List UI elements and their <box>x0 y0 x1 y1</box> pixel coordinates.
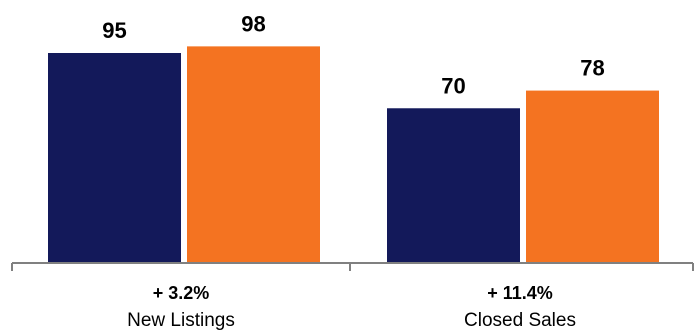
bar-1-1 <box>48 53 181 263</box>
bars-layer <box>48 46 659 264</box>
value-label-1-1: 95 <box>102 18 126 43</box>
category-labels-layer: + 3.2% New Listings + 11.4% Closed Sales <box>127 283 576 331</box>
change-label-2: + 11.4% <box>487 283 553 303</box>
value-labels-layer: 95 98 70 78 <box>102 11 604 98</box>
value-label-2-2: 78 <box>580 56 604 81</box>
x-axis <box>11 262 694 271</box>
category-label-2: Closed Sales <box>464 310 576 331</box>
value-label-1-2: 98 <box>241 11 265 36</box>
category-label-1: New Listings <box>127 310 235 331</box>
bar-1-2 <box>187 46 320 263</box>
change-label-1: + 3.2% <box>153 283 210 303</box>
bar-2-2 <box>526 90 659 264</box>
value-label-2-1: 70 <box>441 73 465 98</box>
bar-2-1 <box>387 108 520 263</box>
